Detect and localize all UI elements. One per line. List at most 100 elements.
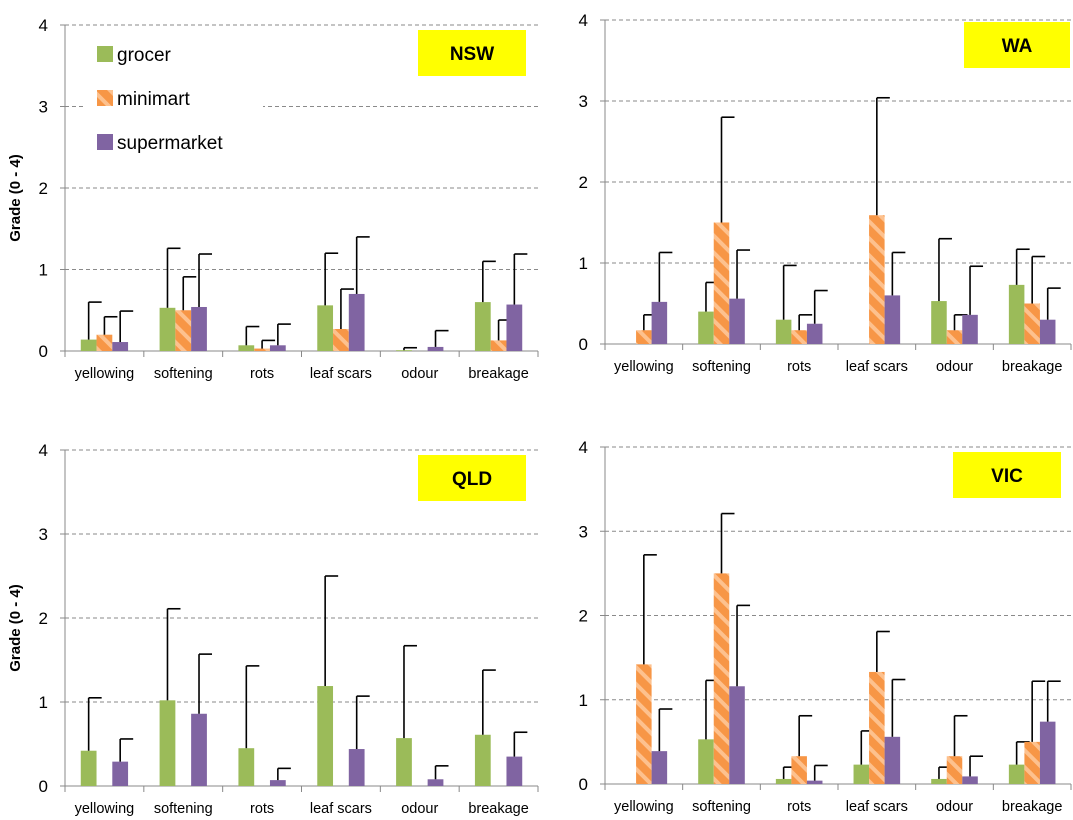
bar-minimart [713,222,730,344]
y-tick-label: 1 [39,693,48,712]
bar-grocer [1008,284,1025,344]
bar-minimart [946,756,963,784]
chart-panel-qld: 0 1 2 3 4 yellowing softening rots leaf scars odo… [7,441,539,817]
y-axis-label: Grade (0 - 4) [7,584,24,672]
bar-grocer [853,764,870,784]
bar-minimart [490,340,507,351]
bar-minimart [636,664,652,784]
bar-minimart [713,573,730,784]
bar-minimart [96,334,113,351]
bar-grocer [317,305,334,351]
bar-minimart [791,330,807,344]
bar-supermarket [112,342,129,351]
bar-minimart [869,215,885,344]
bar-supermarket [191,306,207,351]
bar-grocer [80,750,97,786]
x-tick-label: rots [250,366,274,382]
bar-minimart [333,328,349,351]
bar-supermarket [962,314,978,344]
bar-grocer [775,319,792,344]
bar-supermarket [506,304,523,351]
y-tick-label: 1 [39,261,48,280]
region-label: WA [1002,36,1033,57]
x-tick-label: breakage [1002,799,1062,815]
bar-grocer [775,778,792,784]
bar-grocer [238,748,255,786]
bar-supermarket [884,295,901,344]
bar-grocer [159,307,176,351]
legend-swatch-supermarket [97,134,113,150]
chart-panel-vic: 0 1 2 3 4 yellowing softening rots leaf scars odo… [579,438,1072,815]
y-axis-label: Grade (0 - 4) [7,154,24,242]
bar-grocer [931,778,947,784]
bar-grocer [698,739,714,784]
bar-minimart [1024,741,1040,784]
x-tick-label: yellowing [75,366,135,382]
bar-supermarket [269,780,286,786]
bar-supermarket [269,345,286,351]
bar-supermarket [729,686,745,784]
bar-grocer [474,734,491,786]
y-tick-label: 4 [579,11,588,30]
bar-supermarket [348,293,365,351]
x-tick-label: breakage [468,801,528,817]
region-label-box [953,452,1061,498]
y-tick-label: 2 [579,173,588,192]
y-tick-label: 0 [579,335,588,354]
chart-panel-nsw: 0 1 2 3 4 yellowing softening rots leaf scars odo… [7,16,539,382]
y-tick-label: 0 [39,342,48,361]
x-tick-label: odour [401,801,438,817]
bar-minimart [869,671,885,784]
y-tick-label: 4 [39,16,48,35]
bar-minimart [636,330,652,344]
bar-supermarket [729,298,745,344]
x-tick-label: rots [787,359,811,375]
legend-swatch-grocer [97,46,113,62]
y-tick-label: 1 [579,254,588,273]
bar-minimart [175,310,192,351]
legend-swatch-minimart [97,90,113,106]
bar-supermarket [806,780,823,784]
bar-supermarket [506,756,523,786]
legend: grocer minimart supermarket [85,38,263,160]
bar-grocer [1008,764,1025,784]
bar-supermarket [427,779,444,786]
y-tick-label: 2 [579,607,588,626]
bar-supermarket [427,346,444,351]
region-label-box [418,30,526,76]
bar-grocer [159,700,176,786]
x-tick-label: odour [936,359,973,375]
bar-grocer [80,339,97,351]
bar-minimart [946,330,963,344]
chart-panel-wa: 0 1 2 3 4 yellowing softening rots leaf scars odo… [579,11,1072,375]
x-tick-label: softening [154,801,213,817]
bar-supermarket [1039,721,1056,784]
bar-supermarket [651,751,668,784]
bar-minimart [254,348,270,351]
y-tick-label: 1 [579,691,588,710]
bar-supermarket [806,323,823,344]
bar-minimart [791,756,807,784]
bar-supermarket [191,713,207,786]
x-tick-label: odour [401,366,438,382]
x-tick-label: leaf scars [846,359,908,375]
x-tick-label: leaf scars [310,801,372,817]
y-tick-label: 3 [39,525,48,544]
bar-grocer [396,350,412,351]
region-label: QLD [452,469,492,490]
x-tick-label: yellowing [614,799,674,815]
x-tick-label: softening [154,366,213,382]
y-tick-label: 4 [579,438,588,457]
bar-supermarket [651,301,668,344]
x-tick-label: breakage [1002,359,1062,375]
x-tick-label: leaf scars [846,799,908,815]
x-tick-label: leaf scars [310,366,372,382]
x-tick-label: softening [692,359,751,375]
y-tick-label: 3 [579,522,588,541]
legend-background [85,38,263,160]
y-tick-label: 0 [579,775,588,794]
x-tick-label: breakage [468,366,528,382]
x-tick-label: yellowing [75,801,135,817]
bar-minimart [1024,303,1040,344]
legend-label-minimart: minimart [117,89,191,110]
